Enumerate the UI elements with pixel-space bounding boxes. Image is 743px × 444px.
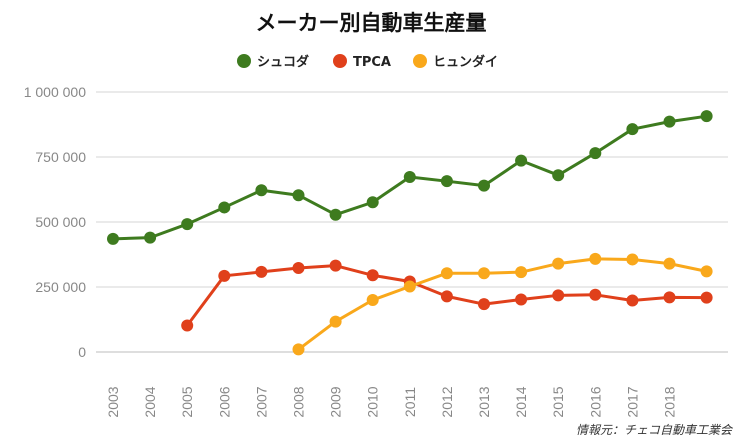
data-point bbox=[700, 291, 713, 304]
data-point bbox=[440, 290, 453, 303]
legend-marker bbox=[333, 54, 347, 68]
data-point bbox=[663, 257, 676, 270]
data-point bbox=[403, 171, 416, 184]
x-tick-label: 2013 bbox=[476, 386, 492, 417]
x-tick-label: 2018 bbox=[662, 386, 678, 417]
x-tick-label: 2017 bbox=[624, 386, 640, 417]
legend-item: シュコダ bbox=[237, 54, 309, 70]
data-point bbox=[515, 293, 528, 306]
data-point bbox=[292, 189, 305, 202]
data-point bbox=[107, 232, 119, 245]
x-tick-label: 2006 bbox=[216, 386, 232, 417]
x-tick-label: 2011 bbox=[402, 387, 418, 417]
data-point bbox=[255, 184, 268, 197]
series-line bbox=[297, 257, 707, 351]
data-point bbox=[626, 253, 639, 266]
data-point bbox=[515, 154, 528, 167]
data-point bbox=[515, 266, 528, 279]
series-group bbox=[292, 252, 713, 356]
legend-marker bbox=[413, 54, 427, 68]
data-point bbox=[329, 208, 342, 221]
data-point bbox=[626, 294, 639, 307]
y-tick-label: 0 bbox=[78, 344, 86, 360]
x-tick-label: 2007 bbox=[253, 386, 269, 417]
legend: シュコダ TPCA ヒュンダイ bbox=[237, 54, 498, 70]
y-tick-label: 1 000 000 bbox=[24, 84, 86, 100]
x-tick-label: 2004 bbox=[142, 386, 158, 417]
x-tick-label: 2012 bbox=[439, 386, 455, 417]
chart-title: メーカー別自動車生産量 bbox=[256, 11, 487, 35]
data-point bbox=[329, 259, 342, 272]
data-point bbox=[255, 265, 268, 278]
legend-item: ヒュンダイ bbox=[413, 54, 498, 70]
series-group bbox=[181, 259, 713, 332]
y-tick-label: 250 000 bbox=[35, 279, 86, 295]
series-layer bbox=[107, 110, 713, 356]
legend-marker bbox=[237, 54, 251, 68]
data-point bbox=[144, 231, 157, 244]
gridlines bbox=[96, 91, 728, 353]
data-point bbox=[292, 262, 305, 275]
y-axis-ticks: 0 250 000 500 000 750 000 1 000 000 bbox=[24, 84, 87, 360]
y-tick-label: 750 000 bbox=[35, 149, 86, 165]
data-point bbox=[589, 147, 602, 160]
x-tick-label: 2014 bbox=[513, 386, 529, 417]
x-tick-label: 2005 bbox=[179, 386, 195, 417]
data-point bbox=[626, 123, 639, 136]
x-tick-label: 2010 bbox=[365, 386, 381, 417]
data-point bbox=[292, 343, 305, 356]
data-point bbox=[440, 175, 453, 188]
data-point bbox=[589, 252, 602, 265]
x-tick-label: 2015 bbox=[550, 386, 566, 417]
data-point bbox=[218, 269, 231, 282]
x-axis-ticks: 2003 2004 2005 2006 2007 2008 2009 2010 2011 2012… bbox=[105, 386, 678, 417]
data-point bbox=[181, 319, 194, 332]
data-point bbox=[218, 201, 231, 214]
data-point bbox=[700, 265, 713, 278]
data-point bbox=[552, 289, 565, 302]
source-note: 情報元：チェコ自動車工業会 bbox=[576, 423, 734, 437]
x-tick-label: 2016 bbox=[587, 386, 603, 417]
legend-label: TPCA bbox=[353, 55, 391, 70]
data-point bbox=[329, 315, 342, 328]
data-point bbox=[366, 269, 379, 282]
data-point bbox=[403, 280, 416, 293]
data-point bbox=[366, 294, 379, 306]
data-point bbox=[478, 298, 490, 311]
x-tick-label: 2008 bbox=[291, 386, 307, 417]
data-point bbox=[663, 115, 676, 128]
legend-label: シュコダ bbox=[257, 54, 309, 70]
legend-item: TPCA bbox=[333, 54, 391, 70]
series-group bbox=[107, 110, 713, 245]
data-point bbox=[366, 196, 379, 209]
data-point bbox=[478, 267, 490, 280]
x-tick-label: 2009 bbox=[328, 386, 344, 417]
data-point bbox=[552, 257, 565, 270]
data-point bbox=[663, 291, 676, 304]
data-point bbox=[700, 110, 713, 123]
data-point bbox=[440, 267, 453, 280]
data-point bbox=[478, 179, 490, 192]
x-tick-label: 2003 bbox=[105, 386, 121, 417]
data-point bbox=[589, 288, 602, 301]
data-point bbox=[552, 169, 565, 182]
y-tick-label: 500 000 bbox=[35, 214, 86, 230]
legend-label: ヒュンダイ bbox=[433, 54, 498, 70]
data-point bbox=[181, 218, 194, 231]
